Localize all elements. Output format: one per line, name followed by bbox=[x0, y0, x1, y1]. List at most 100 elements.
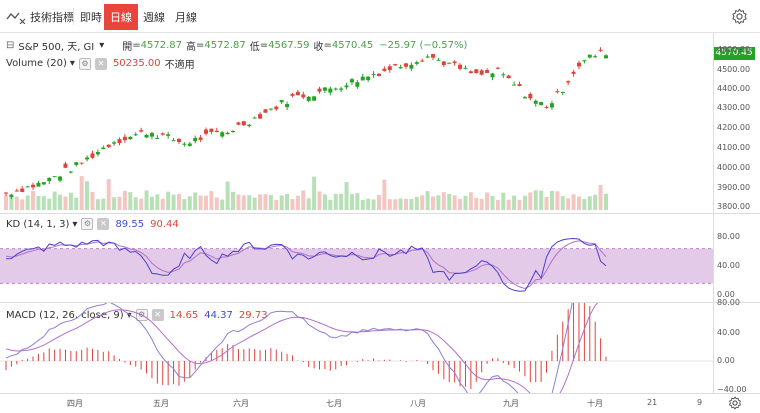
macd-axis-tick-label: 80.00 bbox=[717, 298, 740, 307]
low-label: 低 bbox=[249, 42, 260, 53]
candle-body bbox=[582, 60, 587, 62]
time-axis-divider bbox=[0, 393, 760, 394]
volume-bar bbox=[328, 199, 333, 210]
candle-body bbox=[112, 142, 117, 144]
gear-icon[interactable] bbox=[728, 396, 742, 410]
candle-body bbox=[122, 136, 127, 141]
kd-chart[interactable] bbox=[0, 214, 713, 302]
candle-body bbox=[63, 163, 68, 168]
close-icon[interactable]: ✕ bbox=[97, 218, 110, 230]
volume-bar bbox=[106, 179, 111, 210]
volume-bar bbox=[25, 195, 30, 210]
candle-body bbox=[193, 137, 198, 142]
candle-body bbox=[139, 130, 144, 132]
symbol-name[interactable]: S&P 500, 天, GI bbox=[18, 42, 95, 53]
price-chart[interactable] bbox=[0, 33, 713, 213]
panel-divider bbox=[0, 302, 760, 303]
volume-bar bbox=[198, 195, 203, 210]
volume-bar bbox=[431, 196, 436, 210]
candle-body bbox=[485, 70, 490, 73]
candle-body bbox=[431, 54, 436, 58]
candle-body bbox=[236, 122, 241, 125]
candle-body bbox=[52, 176, 57, 178]
volume-bar bbox=[349, 194, 354, 210]
candle-body bbox=[452, 61, 457, 64]
timeframe-weekly[interactable]: 週線 bbox=[143, 11, 165, 24]
candle-body bbox=[501, 74, 506, 76]
candle-body bbox=[468, 71, 473, 74]
volume-bar bbox=[301, 190, 306, 210]
volume-bar bbox=[501, 192, 506, 210]
volume-bar bbox=[528, 192, 533, 210]
macd-signal-line bbox=[5, 303, 599, 393]
volume-label[interactable]: Volume (20) bbox=[6, 58, 67, 69]
candle-body bbox=[533, 100, 538, 104]
volume-bar bbox=[20, 199, 25, 210]
candle-body bbox=[268, 108, 273, 110]
price-axis-tick-label: 4100.00 bbox=[717, 143, 751, 152]
volume-bar bbox=[333, 193, 338, 210]
volume-bar bbox=[598, 184, 603, 210]
volume-bar bbox=[463, 195, 468, 210]
volume-bar bbox=[404, 198, 408, 210]
candle-body bbox=[598, 49, 603, 51]
candle-body bbox=[317, 88, 322, 92]
candle-body bbox=[474, 69, 479, 74]
candle-body bbox=[576, 62, 581, 67]
settings-chip-icon[interactable]: ⚙ bbox=[81, 218, 94, 230]
kd-label[interactable]: KD (14, 1, 3) bbox=[6, 218, 70, 230]
volume-bar bbox=[441, 192, 446, 210]
candle-body bbox=[458, 64, 463, 69]
volume-bar bbox=[522, 195, 527, 210]
collapse-icon[interactable]: ⊟ bbox=[6, 40, 15, 51]
candle-body bbox=[479, 70, 484, 75]
volume-bar bbox=[279, 195, 284, 210]
candle-body bbox=[566, 81, 571, 83]
time-axis-tick-label: 四月 bbox=[67, 399, 83, 408]
timeframe-realtime[interactable]: 即時 bbox=[80, 11, 102, 24]
volume-bar bbox=[555, 191, 560, 210]
close-icon[interactable]: ✕ bbox=[151, 309, 164, 321]
timeframe-monthly[interactable]: 月線 bbox=[175, 11, 197, 24]
candle-body bbox=[274, 106, 279, 110]
time-axis-tick-label: 八月 bbox=[410, 399, 426, 408]
macd-chart[interactable] bbox=[0, 303, 713, 393]
volume-bar bbox=[117, 196, 122, 210]
candle-body bbox=[328, 88, 333, 93]
candle-body bbox=[587, 54, 592, 58]
candle-body bbox=[436, 59, 441, 61]
candle-body bbox=[95, 152, 100, 155]
indicators-button[interactable]: 技術指標 bbox=[6, 7, 74, 27]
volume-bar bbox=[139, 198, 144, 210]
candle-body bbox=[512, 84, 517, 86]
candle-body bbox=[198, 137, 203, 140]
candle-body bbox=[31, 184, 36, 188]
volume-bar bbox=[517, 199, 522, 210]
candle-body bbox=[560, 91, 565, 93]
volume-bar bbox=[36, 195, 41, 210]
candle-body bbox=[376, 73, 381, 77]
volume-bar bbox=[587, 196, 592, 210]
candle-body bbox=[398, 67, 403, 69]
volume-bar bbox=[128, 192, 133, 210]
volume-bar bbox=[322, 194, 327, 210]
close-icon[interactable]: ✕ bbox=[94, 57, 107, 70]
timeframe-daily[interactable]: 日線 bbox=[104, 4, 138, 30]
macd-axis-tick-label: 40.00 bbox=[717, 328, 740, 337]
candle-body bbox=[522, 97, 527, 99]
candle-body bbox=[366, 76, 371, 81]
gear-icon[interactable] bbox=[731, 8, 748, 25]
candle-body bbox=[593, 56, 598, 58]
candle-body bbox=[9, 194, 14, 197]
settings-chip-icon[interactable]: ⚙ bbox=[78, 57, 91, 70]
volume-bar bbox=[312, 176, 317, 210]
volume-bar bbox=[295, 195, 300, 210]
change-value: −25.97 (−0.57%) bbox=[379, 40, 468, 51]
macd-label[interactable]: MACD (12, 26, close, 9) bbox=[6, 309, 124, 321]
candle-body bbox=[555, 91, 560, 93]
candle-body bbox=[225, 132, 230, 135]
price-axis-tick-label: 4000.00 bbox=[717, 163, 751, 172]
volume-bar bbox=[571, 194, 576, 210]
volume-bar bbox=[285, 193, 290, 210]
volume-bar bbox=[187, 196, 192, 210]
